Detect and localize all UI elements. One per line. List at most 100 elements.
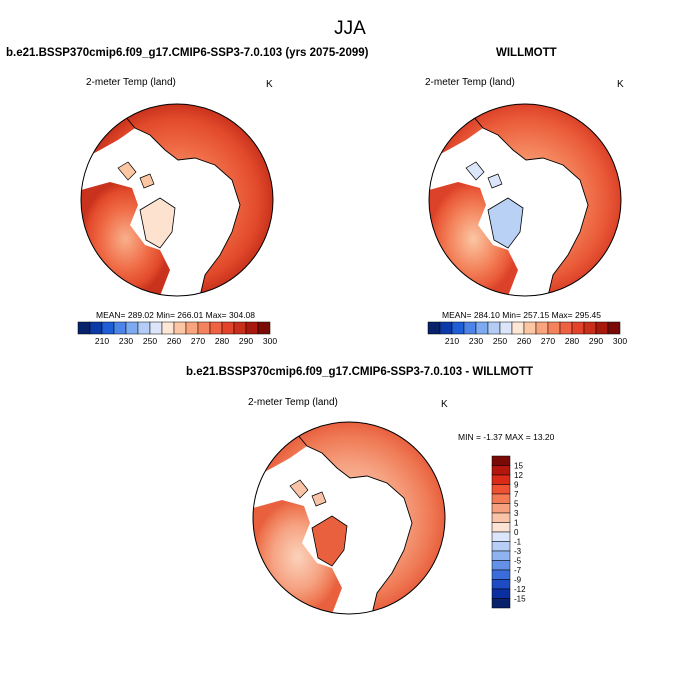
model-land-eurasia [81, 104, 273, 296]
colorbar-tick-label: -7 [514, 566, 522, 575]
colorbar-tick-label: -1 [514, 538, 522, 547]
obs-stats: MEAN= 284.10 Min= 257.15 Max= 295.45 [442, 310, 602, 320]
colorbar-tick-label: -5 [514, 557, 522, 566]
colorbar-box [137, 321, 151, 335]
colorbar-box [487, 321, 501, 335]
colorbar-box [451, 321, 465, 335]
colorbar-tick-label: 270 [541, 336, 555, 346]
colorbar-box [185, 321, 199, 335]
colorbar-box [491, 598, 511, 609]
colorbar-tick-label: 250 [493, 336, 507, 346]
obs-colorbar: 210 230 250 260 270 280 290 300 [427, 321, 627, 346]
colorbar-box [197, 321, 211, 335]
colorbar-tick-label: 5 [514, 500, 519, 509]
colorbar-tick-label: 260 [517, 336, 531, 346]
colorbar-tick-label: 300 [613, 336, 627, 346]
colorbar-tick-label: -3 [514, 547, 522, 556]
colorbar-box [89, 321, 103, 335]
colorbar-box [491, 455, 511, 466]
colorbar-box [221, 321, 235, 335]
colorbar-box [475, 321, 489, 335]
colorbar-tick-label: 12 [514, 471, 523, 480]
colorbar-box [101, 321, 115, 335]
model-land-islands [117, 161, 155, 189]
model-map-border [80, 103, 274, 297]
diff-land-islands [289, 479, 327, 507]
colorbar-box [491, 579, 511, 590]
colorbar-box [491, 522, 511, 533]
diff-units-label: K [441, 399, 448, 410]
colorbar-tick-label: 7 [514, 490, 519, 499]
colorbar-tick-label: 15 [514, 462, 523, 471]
diff-panel-header: b.e21.BSSP370cmip6.f09_g17.CMIP6-SSP3-7.… [186, 366, 534, 378]
obs-variable-label: 2-meter Temp (land) [425, 77, 515, 88]
colorbar-box [491, 550, 511, 561]
colorbar-box [491, 493, 511, 504]
colorbar-box [245, 321, 259, 335]
colorbar-box [547, 321, 561, 335]
colorbar-box [491, 465, 511, 476]
colorbar-tick-label: 1 [514, 519, 519, 528]
colorbar-tick-label: 280 [565, 336, 579, 346]
colorbar-tick-label: -15 [514, 595, 526, 604]
diff-polar-map [252, 421, 446, 615]
colorbar-box [427, 321, 441, 335]
obs-panel-header: WILLMOTT [496, 47, 557, 59]
model-polar-map [80, 103, 274, 297]
colorbar-box [523, 321, 537, 335]
colorbar-box [125, 321, 139, 335]
model-land-greenland [139, 197, 176, 249]
diff-land-eurasia [253, 422, 445, 614]
colorbar-box [571, 321, 585, 335]
model-panel-header: b.e21.BSSP370cmip6.f09_g17.CMIP6-SSP3-7.… [6, 47, 369, 59]
colorbar-box [491, 512, 511, 523]
colorbar-box [491, 503, 511, 514]
colorbar-tick-label: -12 [514, 585, 526, 594]
diff-land-greenland [311, 515, 348, 567]
colorbar-box [161, 321, 175, 335]
page-title: JJA [334, 18, 366, 39]
obs-polar-map [428, 103, 622, 297]
colorbar-tick-label: 300 [263, 336, 277, 346]
colorbar-box [535, 321, 549, 335]
model-stats: MEAN= 289.02 Min= 266.01 Max= 304.08 [96, 310, 256, 320]
colorbar-box [595, 321, 609, 335]
colorbar-tick-label: 210 [445, 336, 459, 346]
colorbar-box [77, 321, 91, 335]
colorbar-tick-label: 290 [239, 336, 253, 346]
diff-map-border [252, 421, 446, 615]
colorbar-box [607, 321, 621, 335]
obs-land-greenland [487, 197, 524, 249]
colorbar-box [233, 321, 247, 335]
colorbar-box [491, 474, 511, 485]
colorbar-box [491, 484, 511, 495]
colorbar-tick-label: 290 [589, 336, 603, 346]
colorbar-box [491, 560, 511, 571]
model-coast-line [114, 104, 241, 296]
colorbar-tick-label: -9 [514, 576, 522, 585]
colorbar-box [149, 321, 163, 335]
diff-coast-line [286, 422, 413, 614]
colorbar-box [491, 569, 511, 580]
diff-variable-label: 2-meter Temp (land) [248, 397, 338, 408]
obs-land-eurasia [429, 104, 621, 296]
colorbar-tick-label: 9 [514, 481, 519, 490]
colorbar-box [499, 321, 513, 335]
colorbar-tick-label: 3 [514, 509, 519, 518]
model-units-label: K [266, 79, 273, 90]
colorbar-box [209, 321, 223, 335]
colorbar-box [491, 541, 511, 552]
colorbar-box [113, 321, 127, 335]
model-variable-label: 2-meter Temp (land) [86, 77, 176, 88]
colorbar-box [491, 531, 511, 542]
colorbar-box [173, 321, 187, 335]
diff-minmax: MIN = -1.37 MAX = 13.20 [458, 432, 555, 442]
colorbar-box [559, 321, 573, 335]
colorbar-tick-label: 210 [95, 336, 109, 346]
colorbar-tick-label: 230 [119, 336, 133, 346]
colorbar-box [511, 321, 525, 335]
colorbar-tick-label: 280 [215, 336, 229, 346]
colorbar-box [583, 321, 597, 335]
